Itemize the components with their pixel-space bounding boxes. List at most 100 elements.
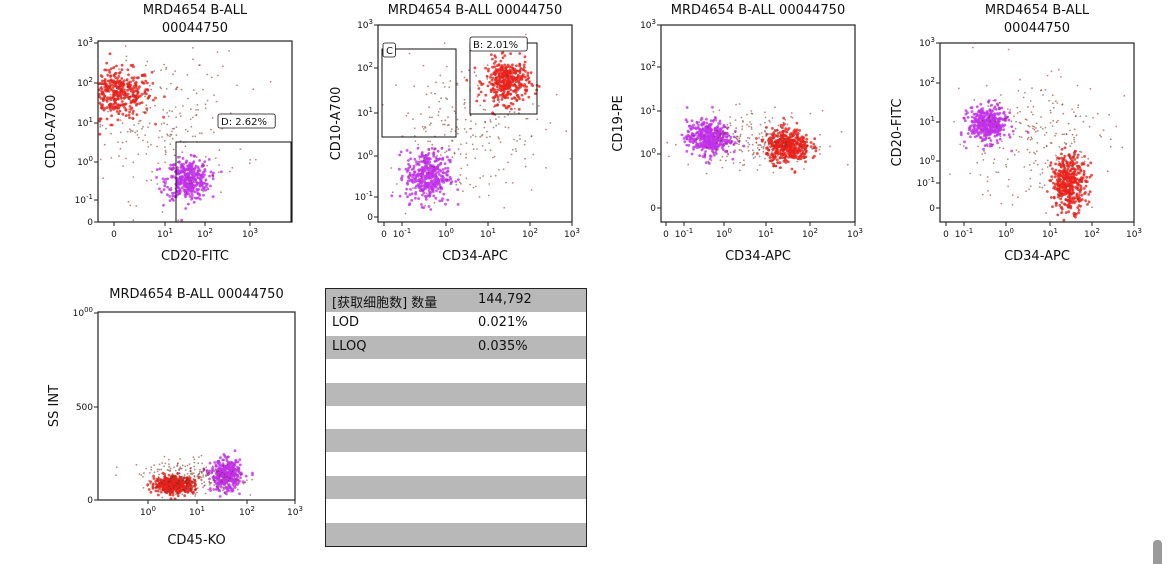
event-dot <box>187 165 191 168</box>
event-dot <box>685 143 689 147</box>
event-dot <box>768 159 772 163</box>
event-dot <box>688 140 692 144</box>
event-dot <box>186 97 189 100</box>
event-dot <box>696 144 699 148</box>
event-dot <box>171 110 174 113</box>
event-dot <box>151 487 155 490</box>
event-dot <box>159 490 163 494</box>
event-dot <box>489 75 492 79</box>
event-dot <box>765 135 767 138</box>
event-dot <box>426 165 429 168</box>
event-dot <box>180 88 183 91</box>
event-dot <box>213 461 217 464</box>
event-dot <box>779 126 782 128</box>
event-dot <box>1068 177 1072 180</box>
event-dot <box>111 86 115 89</box>
event-dot <box>699 135 703 139</box>
event-dot <box>1064 198 1068 201</box>
event-dot <box>420 175 422 178</box>
event-dot <box>477 84 479 87</box>
event-dot <box>121 141 124 144</box>
event-dot <box>111 80 115 84</box>
event-dot <box>1083 192 1086 196</box>
event-dot <box>202 165 205 168</box>
event-dot <box>456 118 459 121</box>
event-dot <box>1061 163 1065 167</box>
event-dot <box>168 493 172 496</box>
event-dot <box>1058 157 1060 160</box>
plot-frame <box>377 24 573 223</box>
event-dot <box>177 182 180 186</box>
event-dot <box>426 153 430 157</box>
event-dot <box>1002 111 1005 115</box>
event-dot <box>119 119 122 121</box>
event-dot <box>778 167 781 169</box>
event-dot <box>1018 135 1021 138</box>
event-dot <box>767 137 770 140</box>
event-dot <box>784 142 787 144</box>
event-dot <box>793 154 796 157</box>
event-dot <box>1073 196 1077 200</box>
event-dot <box>726 124 729 126</box>
event-dot <box>139 101 142 104</box>
event-dot <box>490 73 493 77</box>
x-tick-label: 102 <box>522 227 538 240</box>
event-dot <box>218 489 222 493</box>
event-dot <box>1053 185 1057 189</box>
event-dot <box>430 187 434 191</box>
event-dot <box>159 86 162 89</box>
event-dot <box>1052 119 1055 122</box>
event-dot <box>163 95 166 98</box>
event-dot <box>715 148 718 151</box>
event-dot <box>134 131 137 134</box>
event-dot <box>197 476 201 480</box>
event-dot <box>1058 160 1060 163</box>
event-dot <box>436 155 438 157</box>
event-dot <box>179 179 183 183</box>
event-dot <box>713 135 716 138</box>
event-dot <box>113 66 116 68</box>
gate-region[interactable] <box>175 141 292 223</box>
plot-title: MRD4654 B-ALL <box>985 3 1090 18</box>
event-dot <box>773 128 776 131</box>
event-dot <box>421 125 424 128</box>
event-dot <box>451 139 453 142</box>
event-dot <box>196 104 199 106</box>
event-dot <box>118 90 121 94</box>
y-tick-label: 102 <box>357 61 373 74</box>
event-dot <box>474 123 477 125</box>
event-dot <box>150 179 153 182</box>
event-dot <box>177 219 180 222</box>
event-dot <box>475 99 479 103</box>
event-dot <box>1075 134 1078 137</box>
event-dot <box>192 160 196 164</box>
event-dot <box>800 145 803 148</box>
event-dot <box>171 130 173 133</box>
event-dot <box>157 493 160 497</box>
event-dot <box>717 136 720 139</box>
event-dot <box>469 183 472 186</box>
event-dot <box>497 68 500 71</box>
event-dot <box>1070 185 1074 188</box>
event-dot <box>487 194 490 197</box>
event-dot <box>184 145 187 148</box>
event-dot <box>489 90 493 93</box>
event-dot <box>1010 125 1014 129</box>
event-dot <box>998 106 1000 109</box>
event-dot <box>128 108 131 110</box>
event-dot <box>509 88 513 92</box>
event-dot <box>1067 122 1070 125</box>
gate-region[interactable] <box>381 48 457 138</box>
event-dot <box>210 76 213 79</box>
event-dot <box>492 62 496 65</box>
event-dot <box>523 55 527 59</box>
event-dots <box>381 33 572 215</box>
event-dot <box>982 159 985 161</box>
event-dot <box>1073 136 1075 139</box>
event-dot <box>759 123 762 126</box>
event-dot <box>699 144 703 148</box>
event-dot <box>1006 108 1009 110</box>
event-dot <box>746 113 748 116</box>
event-dot <box>420 205 424 209</box>
event-dot <box>524 33 527 36</box>
